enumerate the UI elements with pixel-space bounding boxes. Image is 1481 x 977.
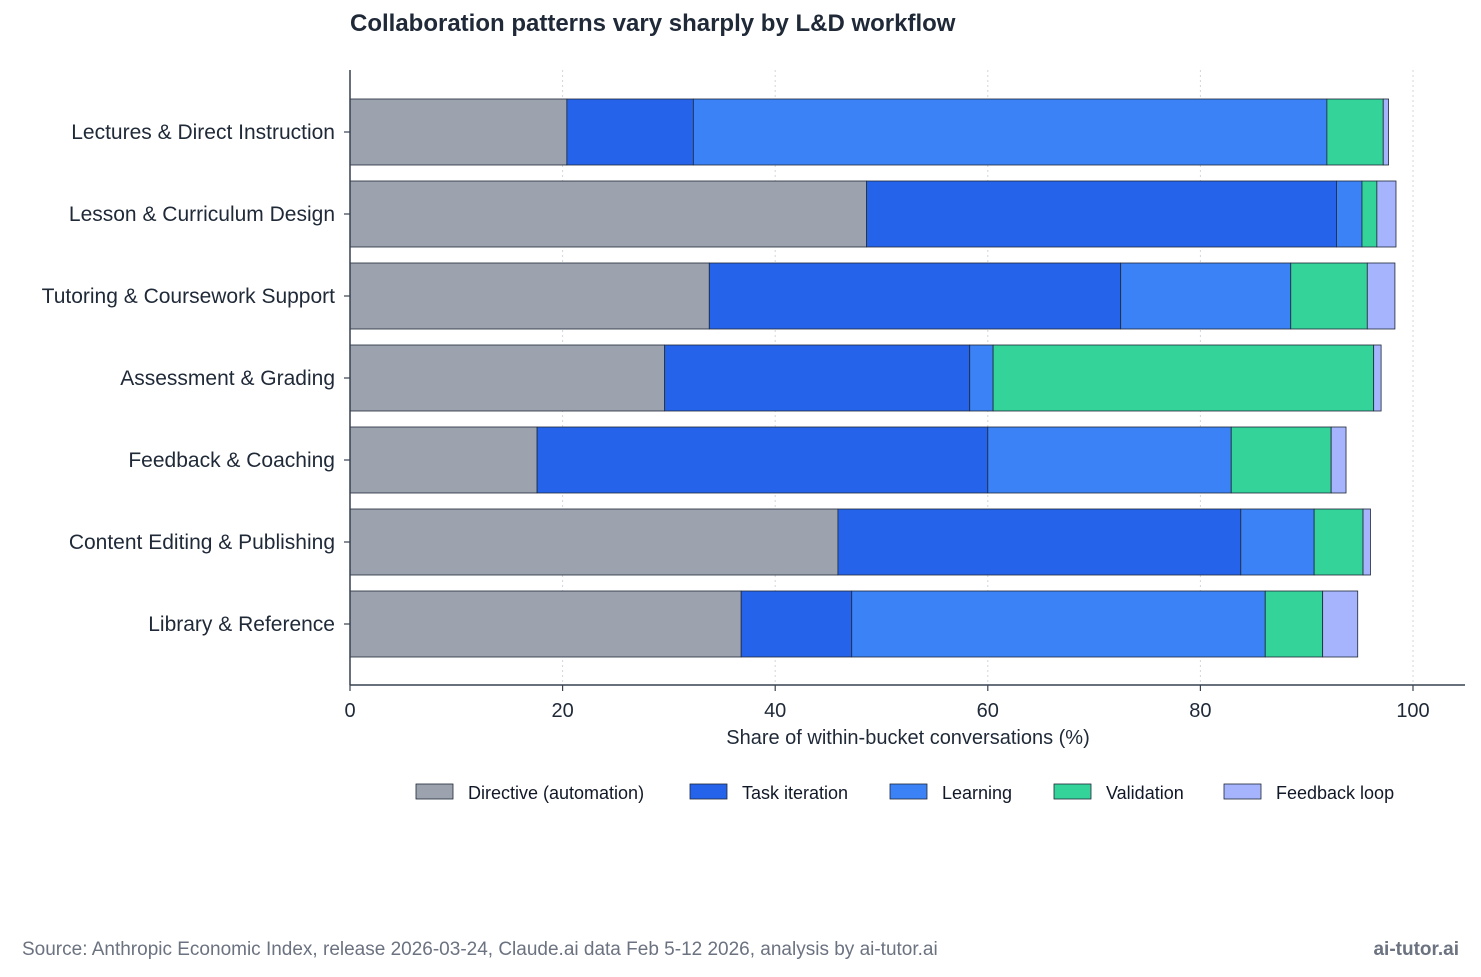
x-tick-label: 0 [344,700,355,722]
x-tick-label: 100 [1396,700,1429,722]
legend-item: Task iteration [689,783,848,803]
bar-segment [536,426,989,494]
bar-segment [1336,180,1363,248]
legend-item: Feedback loop [1223,783,1394,803]
bar-segment [1240,508,1315,576]
legend-swatch [415,783,454,800]
bar-segment [349,180,868,248]
footer-source: Source: Anthropic Economic Index, releas… [22,939,938,960]
chart-title: Collaboration patterns vary sharply by L… [350,10,956,37]
bar-segment [1264,590,1324,658]
legend: Directive (automation) Task iteration Lear… [415,783,1394,803]
bar-segment [1120,262,1292,330]
bar-segment [566,98,694,166]
x-axis-label: Share of within-bucket conversations (%) [726,727,1090,749]
footer-brand: ai-tutor.ai [1373,939,1459,960]
bar-segment [1230,426,1332,494]
x-tick-label: 60 [977,700,999,722]
legend-label: Validation [1106,783,1184,803]
legend-swatch [1053,783,1092,800]
bar-segment [1326,98,1384,166]
bar-segment [692,98,1328,166]
tick-labels: 0 20 40 60 80 100 Lectures & Direct Instructio… [42,121,1430,722]
y-tick-label: Tutoring & Coursework Support [42,285,336,308]
bar-segment [1361,180,1378,248]
bar-segment [866,180,1337,248]
bar-segment [1290,262,1368,330]
bar-segment [349,344,666,412]
legend-label: Directive (automation) [468,783,644,803]
bar-segment [349,590,742,658]
y-tick-label: Lesson & Curriculum Design [69,203,335,226]
legend-item: Learning [889,783,1012,803]
x-tick-label: 80 [1189,700,1211,722]
bar-segment [969,344,994,412]
bar-segment [349,98,568,166]
bar-segment [708,262,1122,330]
bar-segment [1322,590,1359,658]
bar-segment [349,508,839,576]
legend-item: Validation [1053,783,1184,803]
bar-segment [851,590,1266,658]
bar-segment [837,508,1242,576]
y-tick-label: Library & Reference [148,613,335,636]
legend-swatch [689,783,728,800]
bar-segment [1382,98,1389,166]
y-tick-label: Assessment & Grading [120,367,335,390]
y-tick-label: Lectures & Direct Instruction [71,121,335,144]
legend-swatch [889,783,928,800]
bar-segment [1330,426,1347,494]
y-tick-label: Content Editing & Publishing [69,531,335,554]
bar-segment [1373,344,1382,412]
legend-swatch [1223,783,1262,800]
x-tick-label: 40 [764,700,786,722]
axes [344,70,1465,691]
legend-label: Task iteration [742,783,848,803]
legend-label: Feedback loop [1276,783,1394,803]
bar-segment [987,426,1232,494]
x-tick-label: 20 [551,700,573,722]
bar-segment [740,590,853,658]
legend-label: Learning [942,783,1012,803]
bar-segment [1376,180,1397,248]
bar-segment [349,262,710,330]
bar-segment [992,344,1375,412]
legend-item: Directive (automation) [415,783,644,803]
bar-segment [1366,262,1396,330]
y-tick-label: Feedback & Coaching [128,449,335,472]
bar-segment [349,426,538,494]
bars [349,98,1397,658]
bar-segment [664,344,971,412]
bar-segment [1313,508,1364,576]
bar-segment [1362,508,1371,576]
